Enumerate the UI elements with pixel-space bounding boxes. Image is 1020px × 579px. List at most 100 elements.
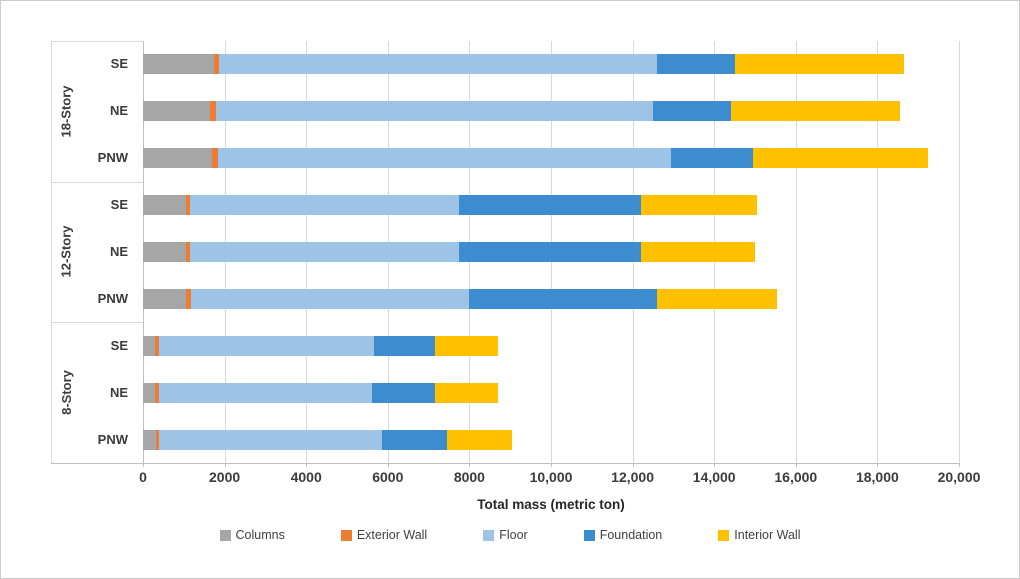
legend-item-floor: Floor	[483, 528, 528, 542]
bar-segment-exterior-wall	[214, 54, 220, 75]
bar-segment-floor	[219, 54, 658, 75]
category-box-top-border	[51, 41, 143, 42]
bar-segment-foundation	[469, 288, 658, 309]
row-label-pnw: PNW	[97, 150, 128, 166]
bar-segment-interior-wall	[640, 195, 758, 216]
bar-segment-columns	[143, 148, 213, 169]
bar-segment-floor	[216, 101, 653, 122]
bar-segment-foundation	[459, 242, 641, 262]
bar-segment-exterior-wall	[185, 195, 190, 216]
legend-label-foundation: Foundation	[599, 528, 663, 542]
row-label-se: SE	[110, 337, 128, 353]
bar-segment-interior-wall	[446, 429, 513, 450]
row-label-se: SE	[110, 197, 128, 213]
x-axis-title: Total mass (metric ton)	[477, 497, 625, 512]
group-label-18-story: 18-Story	[51, 41, 81, 182]
x-axis-tick-label: 2000	[209, 469, 241, 485]
legend-label-interior-wall: Interior Wall	[734, 528, 801, 542]
bar-segment-exterior-wall	[186, 288, 191, 309]
bar-segment-columns	[143, 335, 155, 356]
bar-segment-interior-wall	[434, 335, 498, 356]
bar-segment-floor	[158, 382, 373, 403]
bar-segment-columns	[143, 101, 211, 122]
row-label-ne: NE	[109, 384, 128, 400]
category-group-separator	[51, 322, 143, 324]
legend-label-columns: Columns	[235, 528, 285, 542]
bar-segment-foundation	[373, 335, 435, 356]
row-label-ne: NE	[109, 244, 128, 259]
gridline	[877, 41, 879, 463]
bar-segment-exterior-wall	[154, 335, 159, 356]
bar-segment-exterior-wall	[154, 382, 159, 403]
bar-segment-foundation	[671, 148, 753, 169]
bar-segment-columns	[143, 288, 187, 309]
x-axis-tick-mark	[714, 463, 716, 467]
legend-swatch-columns	[219, 529, 231, 541]
x-axis-tick-mark	[224, 463, 226, 467]
legend-item-columns: Columns	[219, 528, 285, 542]
bar-segment-interior-wall	[640, 242, 755, 262]
legend-label-exterior-wall: Exterior Wall	[356, 528, 428, 542]
bar-segment-floor	[158, 335, 374, 356]
bar-segment-floor	[218, 148, 672, 169]
bar-segment-interior-wall	[434, 382, 498, 403]
bar-segment-columns	[143, 195, 186, 216]
bar-segment-interior-wall	[657, 288, 778, 309]
bar-segment-floor	[189, 195, 460, 216]
row-label-se: SE	[110, 56, 128, 72]
legend-label-floor: Floor	[499, 528, 528, 542]
bar-segment-exterior-wall	[210, 101, 217, 122]
x-axis-tick-label: 4000	[290, 469, 322, 485]
x-axis-tick-label: 8000	[453, 469, 485, 485]
bar-segment-interior-wall	[730, 101, 900, 122]
x-axis-tick-label: 20,000	[937, 469, 981, 485]
bar-segment-columns	[143, 54, 215, 75]
legend-swatch-foundation	[583, 529, 595, 541]
x-axis-tick-mark	[469, 463, 471, 467]
group-label-text: 8-Story	[58, 370, 74, 416]
x-axis-tick-mark	[632, 463, 634, 467]
bar-segment-exterior-wall	[156, 429, 160, 450]
x-axis-tick-mark	[306, 463, 308, 467]
row-label-pnw: PNW	[97, 290, 128, 306]
bar-segment-foundation	[372, 382, 435, 403]
legend-swatch-interior-wall	[718, 529, 730, 541]
x-axis-tick-label: 6000	[372, 469, 404, 485]
x-axis-tick-label: 0	[139, 469, 147, 485]
x-axis-tick-mark	[387, 463, 389, 467]
row-label-pnw: PNW	[97, 431, 128, 447]
category-group-separator	[51, 181, 143, 183]
x-axis-line	[51, 463, 959, 464]
x-axis-tick-mark	[877, 463, 879, 467]
x-axis-tick-mark	[143, 463, 144, 467]
legend-item-exterior-wall: Exterior Wall	[340, 528, 428, 542]
bar-segment-foundation	[381, 429, 447, 450]
gridline	[795, 41, 797, 463]
bar-segment-floor	[159, 429, 382, 450]
bar-segment-exterior-wall	[185, 242, 190, 262]
x-axis-tick-mark	[795, 463, 797, 467]
x-axis-tick-label: 12,000	[611, 469, 654, 485]
bar-segment-foundation	[657, 54, 735, 75]
bar-segment-foundation	[459, 195, 641, 216]
legend-swatch-floor	[483, 529, 495, 541]
legend-swatch-exterior-wall	[340, 529, 352, 541]
x-axis-tick-mark	[959, 463, 960, 467]
x-axis-tick-label: 16,000	[774, 469, 818, 485]
bar-segment-interior-wall	[734, 54, 904, 75]
bar-segment-floor	[190, 288, 470, 309]
legend-item-interior-wall: Interior Wall	[718, 528, 800, 542]
bar-segment-columns	[143, 382, 155, 403]
category-box-left-border	[51, 41, 52, 463]
bar-segment-floor	[189, 242, 460, 262]
group-label-8-story: 8-Story	[51, 322, 81, 463]
row-label-ne: NE	[109, 103, 128, 119]
bar-segment-columns	[143, 242, 186, 262]
x-axis-tick-label: 14,000	[692, 469, 736, 485]
x-axis-tick-label: 10,000	[529, 469, 573, 485]
bar-segment-foundation	[653, 101, 731, 122]
bar-segment-interior-wall	[752, 148, 929, 169]
gridline	[959, 41, 960, 463]
group-label-text: 12-Story	[58, 225, 74, 278]
